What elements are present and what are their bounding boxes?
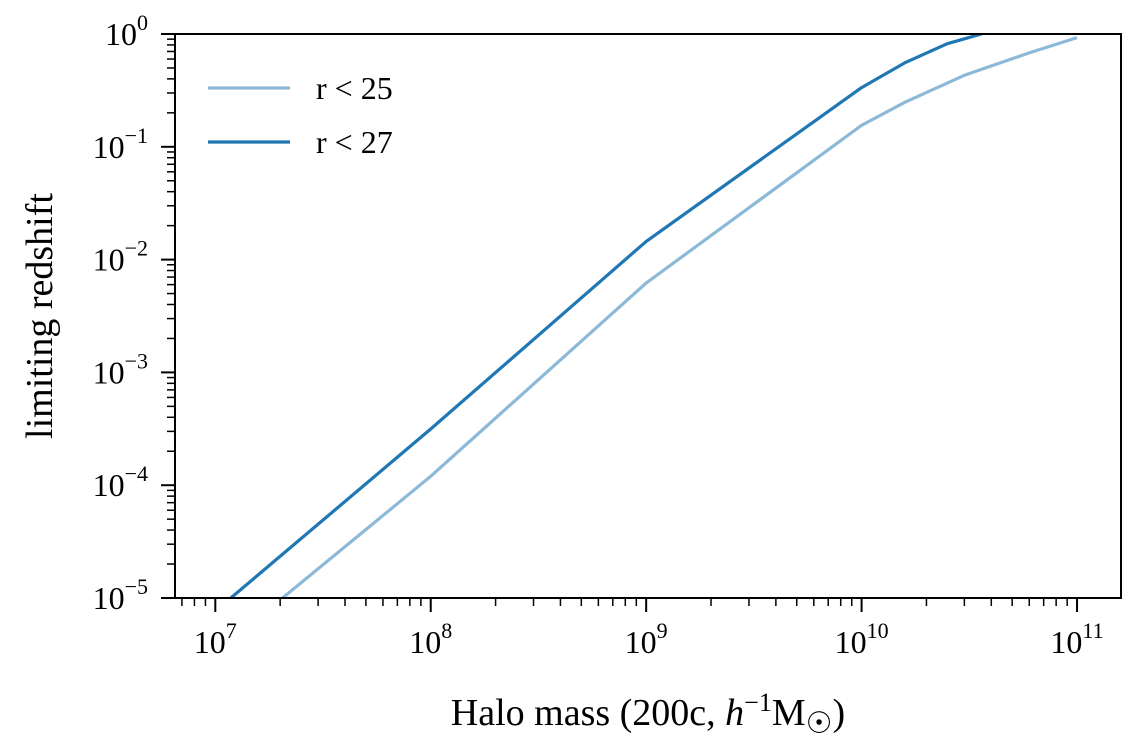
x-axis-title: Halo mass (200c, h−1M☉): [451, 688, 845, 740]
y-tick-label: 10−5: [93, 574, 148, 616]
x-tick-label: 108: [409, 618, 452, 660]
y-tick-label: 10−3: [93, 348, 148, 390]
x-tick-label: 1011: [1050, 618, 1103, 660]
series-line: [281, 36, 1078, 598]
legend-label: r < 25: [316, 70, 393, 106]
x-tick-label: 1010: [835, 618, 889, 660]
y-tick-label: 10−1: [93, 123, 148, 165]
legend: r < 25 r < 27: [208, 70, 393, 160]
minor-ticks: [167, 38, 1068, 606]
plot-frame: [174, 33, 1122, 599]
legend-label: r < 27: [316, 124, 393, 160]
x-tick-label: 107: [194, 618, 237, 660]
y-tick-label: 100: [105, 10, 148, 52]
y-tick-label: 10−4: [93, 461, 148, 503]
x-tick-label: 109: [625, 618, 668, 660]
y-tick-label: 10−2: [93, 236, 148, 278]
series-line: [229, 34, 982, 598]
major-ticks: [161, 33, 1079, 612]
y-axis-title: limiting redshift: [19, 193, 61, 439]
tick-labels: 107 108 109 1010 1011 10−5 10−4 10−3 10−2 10−1 100: [93, 10, 1104, 660]
series-layer: [229, 34, 1078, 598]
